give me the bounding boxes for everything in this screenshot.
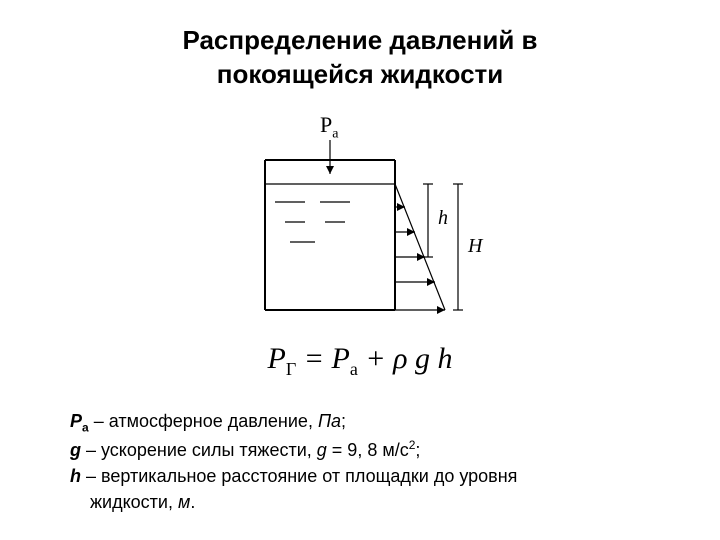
f-h: h: [437, 342, 452, 375]
pa-P: P: [320, 112, 332, 137]
def-h: h – вертикальное расстояние от площадки …: [70, 463, 650, 489]
f-Pa: P: [332, 342, 350, 375]
def-pa-semi: ;: [341, 411, 346, 431]
def-g-semi: ;: [415, 440, 420, 460]
def-h-text: – вертикальное расстояние от площадки до…: [81, 466, 517, 486]
svg-text:h: h: [438, 207, 448, 229]
pressure-diagram: Pa hH: [210, 112, 510, 322]
def-pa-text: – атмосферное давление,: [89, 411, 318, 431]
def-h-period: .: [190, 492, 195, 512]
def-pa-a: a: [82, 420, 89, 434]
def-h-term: h: [70, 466, 81, 486]
f-rho: ρ: [393, 342, 407, 375]
def-g-eq: g: [317, 440, 327, 460]
title-line2: покоящейся жидкости: [217, 59, 504, 89]
def-pa-P: P: [70, 411, 82, 431]
def-h-text2: жидкости,: [90, 492, 178, 512]
title-line1: Распределение давлений в: [182, 25, 537, 55]
definitions: Pa – атмосферное давление, Па; g – ускор…: [70, 408, 650, 515]
pa-a: a: [332, 126, 338, 141]
f-plus: +: [358, 342, 393, 375]
f-eq: =: [296, 342, 331, 375]
f-g: g: [407, 342, 437, 375]
def-pa: Pa – атмосферное давление, Па;: [70, 408, 650, 437]
def-g-val: = 9, 8 м/с: [327, 440, 409, 460]
f-Gsub: Г: [286, 359, 296, 379]
pa-label: Pa: [320, 112, 338, 142]
def-g-text: – ускорение силы тяжести,: [81, 440, 317, 460]
f-P: P: [268, 342, 286, 375]
diagram-svg: hH: [210, 112, 510, 322]
formula: PГ = Pa + ρ g h: [0, 342, 720, 380]
slide-title: Распределение давлений в покоящейся жидк…: [0, 0, 720, 92]
svg-text:H: H: [467, 235, 484, 257]
def-g: g – ускорение силы тяжести, g = 9, 8 м/с…: [70, 437, 650, 463]
f-asub: a: [350, 359, 358, 379]
def-pa-unit: Па: [318, 411, 341, 431]
def-h-line2: жидкости, м.: [70, 489, 650, 515]
def-h-unit: м: [178, 492, 190, 512]
def-g-term: g: [70, 440, 81, 460]
